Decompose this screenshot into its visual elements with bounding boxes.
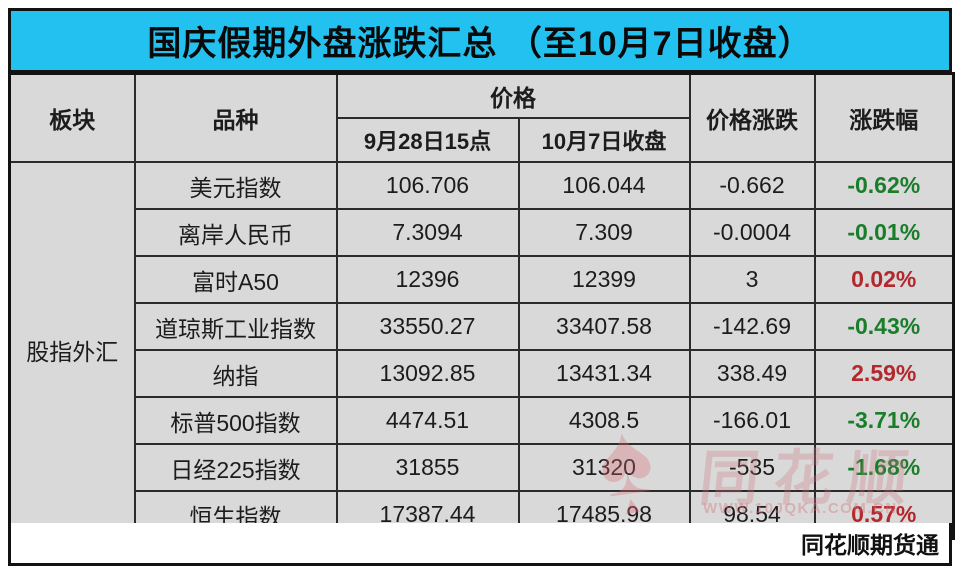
variety-cell: 富时A50	[133, 255, 338, 304]
price-1007-cell: 12399	[517, 255, 691, 304]
variety-cell: 美元指数	[133, 161, 338, 210]
change-cell: -166.01	[688, 396, 816, 445]
table-row: 离岸人民币 7.3094 7.309 -0.0004 -0.01%	[10, 208, 955, 257]
variety-cell: 标普500指数	[133, 396, 338, 445]
change-cell: -0.662	[688, 161, 816, 210]
table-row: 富时A50 12396 12399 3 0.02%	[10, 255, 955, 304]
change-pct-cell: -1.68%	[813, 443, 955, 492]
price-1007-cell: 13431.34	[517, 349, 691, 398]
header-price-sub1: 9月28日15点	[335, 117, 520, 163]
price-0928-cell: 7.3094	[335, 208, 520, 257]
header-variety: 品种	[133, 72, 338, 163]
price-1007-cell: 31320	[517, 443, 691, 492]
price-0928-cell: 31855	[335, 443, 520, 492]
table-row: 道琼斯工业指数 33550.27 33407.58 -142.69 -0.43%	[10, 302, 955, 351]
header-change-pct: 涨跌幅	[813, 72, 955, 163]
price-1007-cell: 106.044	[517, 161, 691, 210]
title-banner: 国庆假期外盘涨跌汇总 （至10月7日收盘）	[8, 8, 952, 73]
change-pct-cell: -0.43%	[813, 302, 955, 351]
table-row: 日经225指数 31855 31320 -535 -1.68%	[10, 443, 955, 492]
price-1007-cell: 33407.58	[517, 302, 691, 351]
change-pct-cell: 2.59%	[813, 349, 955, 398]
page-title: 国庆假期外盘涨跌汇总 （至10月7日收盘）	[147, 25, 813, 63]
price-0928-cell: 33550.27	[335, 302, 520, 351]
header-price-sub2: 10月7日收盘	[517, 117, 691, 163]
price-0928-cell: 4474.51	[335, 396, 520, 445]
sector-cell: 股指外汇	[8, 161, 136, 540]
change-cell: 338.49	[688, 349, 816, 398]
table-row: 纳指 13092.85 13431.34 338.49 2.59%	[10, 349, 955, 398]
variety-cell: 纳指	[133, 349, 338, 398]
change-pct-cell: -0.01%	[813, 208, 955, 257]
change-cell: -535	[688, 443, 816, 492]
footer-bar: 同花顺期货通	[8, 523, 952, 566]
header-change: 价格涨跌	[688, 72, 816, 163]
header-row-1: 板块 品种 价格 价格涨跌 涨跌幅	[8, 72, 955, 163]
price-0928-cell: 12396	[335, 255, 520, 304]
change-cell: -142.69	[688, 302, 816, 351]
variety-cell: 离岸人民币	[133, 208, 338, 257]
header-price-group: 价格	[335, 72, 691, 119]
variety-cell: 道琼斯工业指数	[133, 302, 338, 351]
change-cell: 3	[688, 255, 816, 304]
price-0928-cell: 106.706	[335, 161, 520, 210]
variety-cell: 日经225指数	[133, 443, 338, 492]
price-1007-cell: 4308.5	[517, 396, 691, 445]
table-row: 标普500指数 4474.51 4308.5 -166.01 -3.71%	[10, 396, 955, 445]
change-pct-cell: -3.71%	[813, 396, 955, 445]
header-sector: 板块	[8, 72, 136, 163]
price-0928-cell: 13092.85	[335, 349, 520, 398]
price-1007-cell: 7.309	[517, 208, 691, 257]
footer-brand: 同花顺期货通	[801, 532, 939, 558]
header-row-2: 9月28日15点 10月7日收盘	[10, 117, 954, 163]
price-table: 板块 品种 价格 价格涨跌 涨跌幅 9月28日15点 10月7日收盘 股指外汇 …	[8, 72, 955, 540]
change-cell: -0.0004	[688, 208, 816, 257]
change-pct-cell: 0.02%	[813, 255, 955, 304]
change-pct-cell: -0.62%	[813, 161, 955, 210]
table-row: 股指外汇 美元指数 106.706 106.044 -0.662 -0.62%	[8, 161, 955, 540]
